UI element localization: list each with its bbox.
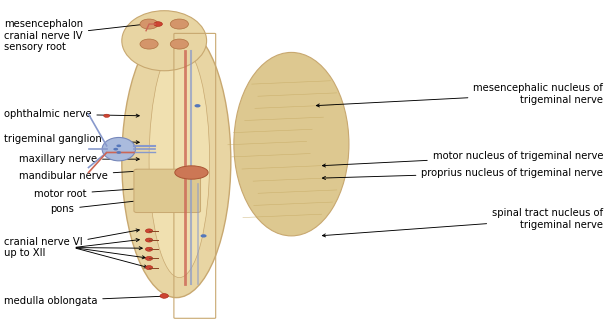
Ellipse shape bbox=[122, 11, 206, 71]
Circle shape bbox=[171, 39, 188, 49]
Circle shape bbox=[140, 19, 158, 29]
Text: trigeminal ganglion: trigeminal ganglion bbox=[4, 134, 139, 144]
Circle shape bbox=[146, 247, 153, 251]
Text: mesencephalon
cranial nerve IV
sensory root: mesencephalon cranial nerve IV sensory r… bbox=[4, 19, 157, 52]
Ellipse shape bbox=[175, 166, 208, 179]
Ellipse shape bbox=[234, 52, 349, 236]
Text: ophthalmic nerve: ophthalmic nerve bbox=[4, 109, 139, 119]
Text: mesencephalic nucleus of
trigeminal nerve: mesencephalic nucleus of trigeminal nerv… bbox=[316, 83, 603, 107]
Ellipse shape bbox=[149, 44, 209, 278]
Circle shape bbox=[194, 104, 200, 108]
Text: motor root: motor root bbox=[34, 187, 151, 199]
Circle shape bbox=[146, 256, 153, 260]
Circle shape bbox=[146, 238, 153, 242]
Circle shape bbox=[146, 229, 153, 233]
Circle shape bbox=[146, 266, 153, 270]
Circle shape bbox=[114, 148, 118, 150]
Text: proprius nucleus of trigeminal nerve: proprius nucleus of trigeminal nerve bbox=[322, 168, 603, 180]
Circle shape bbox=[171, 19, 188, 29]
Circle shape bbox=[140, 39, 158, 49]
Text: medulla oblongata: medulla oblongata bbox=[4, 295, 166, 306]
Circle shape bbox=[117, 144, 121, 147]
Text: mandibular nerve: mandibular nerve bbox=[19, 170, 139, 181]
FancyBboxPatch shape bbox=[134, 169, 200, 212]
Circle shape bbox=[117, 151, 121, 154]
Text: spinal tract nucleus of
trigeminal nerve: spinal tract nucleus of trigeminal nerve bbox=[322, 208, 603, 237]
Circle shape bbox=[200, 234, 206, 238]
Text: motor nucleus of trigeminal nerve: motor nucleus of trigeminal nerve bbox=[322, 151, 603, 167]
Circle shape bbox=[154, 22, 163, 26]
Ellipse shape bbox=[122, 24, 231, 297]
Text: cranial nerve VI
up to XII: cranial nerve VI up to XII bbox=[4, 229, 139, 258]
Ellipse shape bbox=[102, 137, 135, 161]
Circle shape bbox=[160, 293, 169, 298]
Text: pons: pons bbox=[50, 197, 163, 214]
Text: maxillary nerve: maxillary nerve bbox=[19, 154, 139, 164]
Circle shape bbox=[104, 114, 110, 118]
